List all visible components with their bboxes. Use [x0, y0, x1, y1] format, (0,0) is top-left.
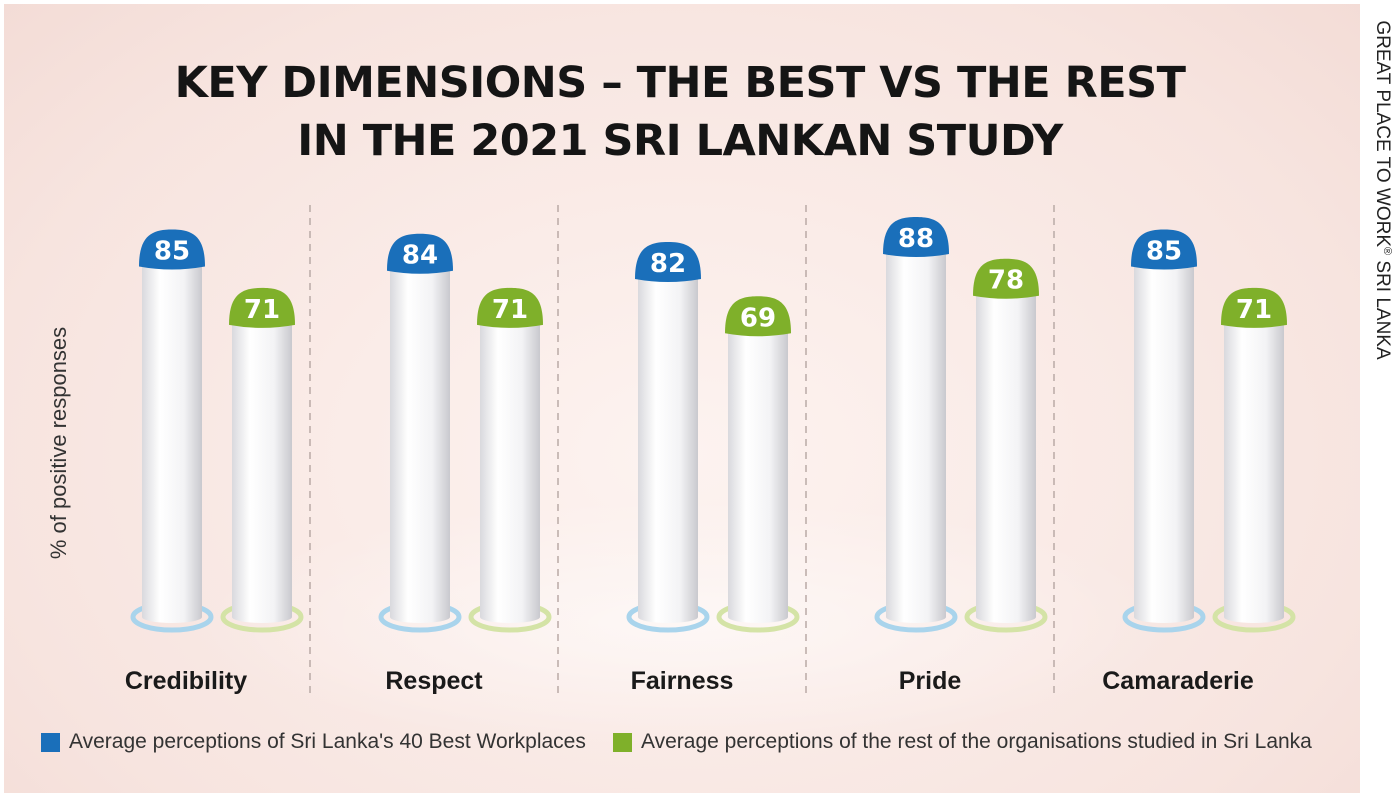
bar-best-pride: 88 — [874, 217, 958, 633]
bar-data-label: 71 — [244, 295, 280, 325]
bar-best-camaraderie: 85 — [1122, 229, 1206, 633]
bar-cylinder — [1134, 262, 1194, 623]
bar-cylinder — [886, 250, 946, 624]
bar-rest-pride: 78 — [964, 258, 1048, 633]
bar-data-label: 71 — [492, 295, 528, 325]
legend-item-best: Average perceptions of Sri Lanka's 40 Be… — [41, 730, 586, 754]
bar-value-cap — [139, 229, 205, 270]
bar-value-cap — [973, 258, 1039, 299]
category-label: Credibility — [125, 667, 247, 695]
bar-best-fairness: 82 — [626, 242, 710, 633]
bar-value-cap — [229, 287, 295, 328]
bar-cylinder — [480, 320, 540, 623]
legend-swatch-rest — [613, 732, 632, 752]
bar-cylinder — [142, 262, 202, 623]
bar-data-label: 85 — [1146, 237, 1182, 267]
bar-cylinder — [728, 329, 788, 623]
legend-label-best: Average perceptions of Sri Lanka's 40 Be… — [69, 730, 586, 753]
bar-data-label: 71 — [1236, 295, 1272, 325]
bar-cylinder — [232, 320, 292, 623]
category-label: Pride — [899, 667, 962, 695]
category-label: Camaraderie — [1102, 667, 1254, 695]
bar-data-label: 88 — [898, 224, 934, 254]
bar-best-credibility: 85 — [130, 229, 214, 633]
bar-rest-credibility: 71 — [220, 287, 304, 633]
bar-value-cap — [477, 287, 543, 328]
bar-value-cap — [725, 296, 791, 337]
legend-swatch-best — [41, 732, 60, 752]
bar-value-cap — [883, 217, 949, 258]
bar-cylinder — [1224, 320, 1284, 623]
bar-cylinder — [390, 266, 450, 623]
chart-title-line-2: IN THE 2021 SRI LANKAN STUDY — [297, 116, 1063, 166]
bar-rest-camaraderie: 71 — [1212, 287, 1296, 633]
bar-data-label: 82 — [650, 249, 686, 279]
legend-item-rest: Average perceptions of the rest of the o… — [613, 730, 1312, 754]
bar-value-cap — [1221, 287, 1287, 328]
category-label: Respect — [385, 667, 483, 695]
bar-data-label: 85 — [154, 237, 190, 267]
bar-cylinder — [638, 275, 698, 623]
legend-label-rest: Average perceptions of the rest of the o… — [641, 730, 1312, 753]
bar-cylinder — [976, 291, 1036, 623]
bar-rest-respect: 71 — [468, 287, 552, 633]
bar-value-cap — [635, 242, 701, 283]
bar-value-cap — [387, 233, 453, 274]
bar-value-cap — [1131, 229, 1197, 270]
bar-best-respect: 84 — [378, 233, 462, 633]
chart-title-line-1: KEY DIMENSIONS – THE BEST VS THE REST — [174, 58, 1186, 108]
bar-data-label: 78 — [988, 266, 1024, 296]
bar-rest-fairness: 69 — [716, 296, 800, 633]
bar-data-label: 84 — [402, 241, 438, 271]
category-label: Fairness — [631, 667, 734, 695]
bar-data-label: 69 — [740, 303, 776, 333]
